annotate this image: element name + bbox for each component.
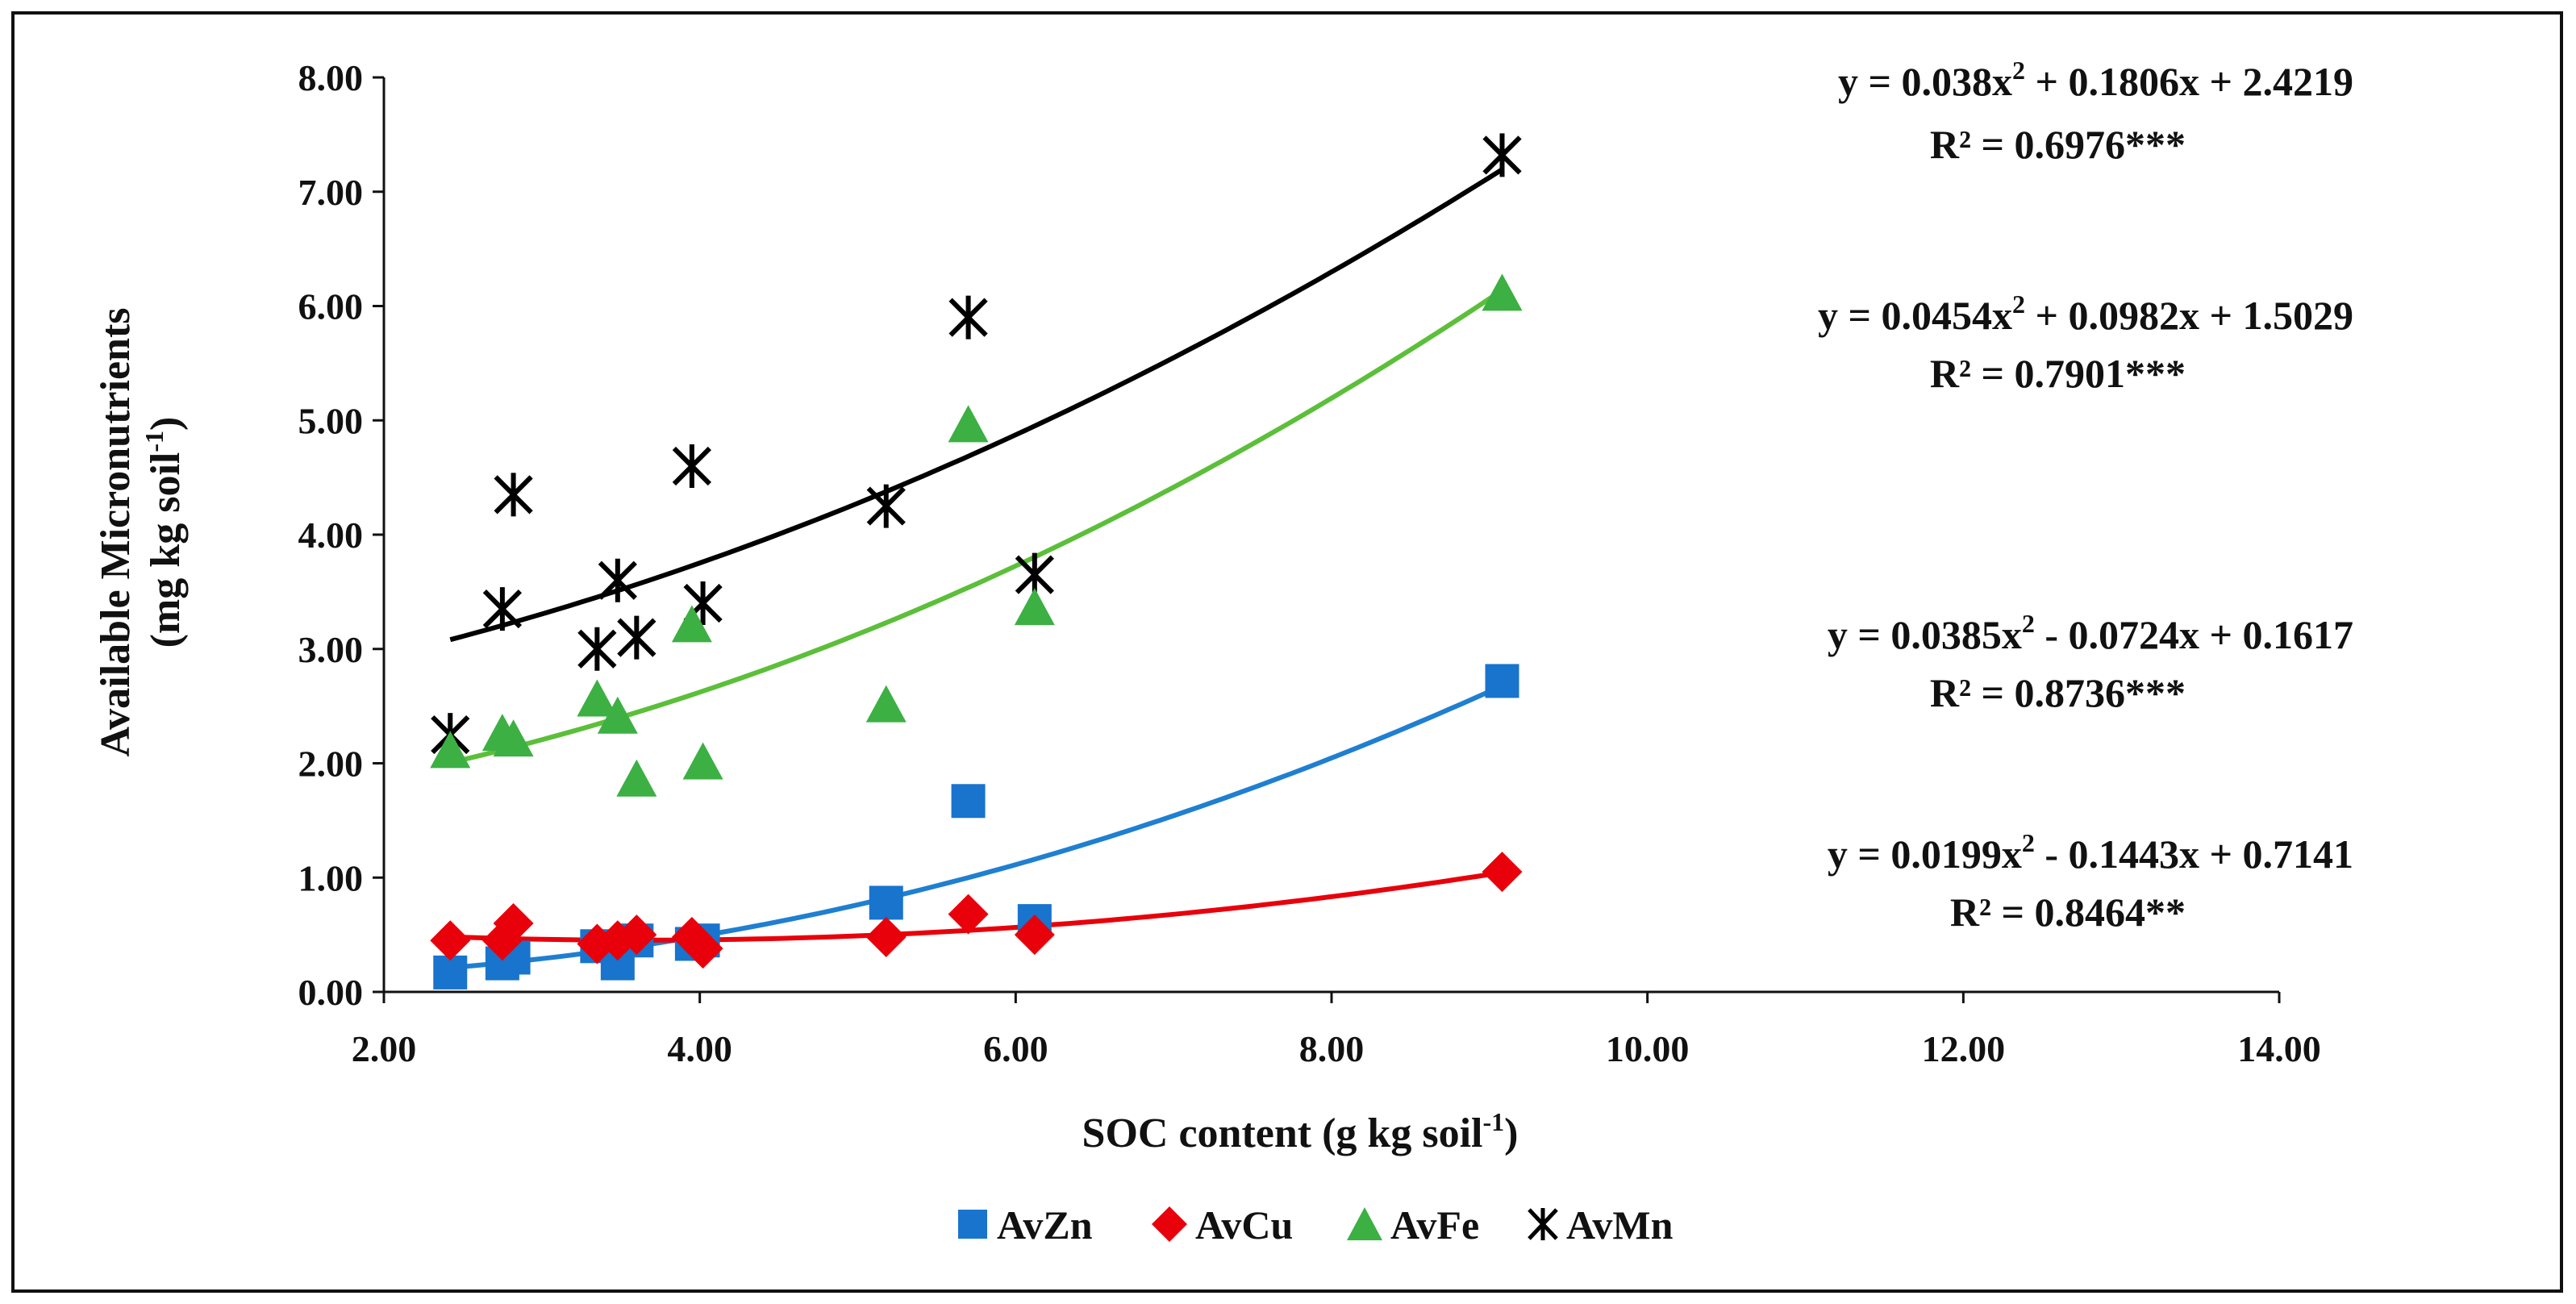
data-points (430, 133, 1523, 989)
point-avzn (951, 784, 986, 819)
legend-marker-fe (1347, 1207, 1382, 1240)
point-avmn (617, 615, 657, 660)
legend-label-fe: AvFe (1390, 1202, 1479, 1248)
point-avfe (493, 719, 534, 757)
point-avcu (430, 920, 471, 961)
point-avmn (494, 473, 533, 517)
point-avcu (1014, 914, 1055, 956)
y-tick-label: 3.00 (298, 629, 364, 670)
point-avfe (1482, 273, 1523, 311)
point-avcu (948, 894, 989, 935)
svg-text:y = 0.0454x2 + 0.0982x + 1.502: y = 0.0454x2 + 0.0982x + 1.5029 (1818, 290, 2353, 338)
point-avfe (616, 759, 657, 797)
axes: 0.00 1.00 2.00 3.00 4.00 5.00 6.00 7.00 8.00 2.00… (298, 57, 2321, 1069)
y-tick-label: 0.00 (298, 972, 364, 1013)
y-axis-label-units: (mg kg soil-1) (140, 417, 189, 648)
x-tick-label: 8.00 (1299, 1028, 1365, 1069)
point-avzn (869, 885, 903, 920)
svg-text:y = 0.0199x2 - 0.1443x + 0.714: y = 0.0199x2 - 0.1443x + 0.7141 (1828, 828, 2353, 877)
x-tick-label: 6.00 (983, 1028, 1048, 1069)
y-tick-label: 2.00 (298, 744, 364, 785)
point-avfe (948, 405, 989, 443)
legend-marker-cu (1152, 1206, 1187, 1242)
svg-text:R² = 0.7901***: R² = 0.7901*** (1930, 351, 2186, 396)
point-avfe (671, 605, 712, 643)
point-avfe (597, 696, 638, 734)
point-avfe (577, 679, 618, 717)
legend-marker-mn (1528, 1208, 1558, 1240)
x-tick-label: 2.00 (352, 1028, 417, 1069)
y-tick-label: 1.00 (298, 857, 364, 898)
x-tick-label: 10.00 (1606, 1028, 1690, 1069)
point-avcu (493, 902, 534, 944)
svg-text:y = 0.0385x2 - 0.0724x + 0.161: y = 0.0385x2 - 0.0724x + 0.1617 (1828, 609, 2353, 657)
svg-text:R² = 0.8464**: R² = 0.8464** (1950, 889, 2186, 935)
x-axis-label: SOC content (g kg soil-1) (1082, 1107, 1519, 1156)
point-avmn (672, 444, 711, 488)
y-tick-label: 7.00 (298, 172, 364, 213)
point-avmn (577, 627, 617, 671)
x-tick-label: 4.00 (667, 1028, 732, 1069)
x-tick-label: 12.00 (1922, 1028, 2006, 1069)
y-tick-label: 4.00 (298, 515, 364, 556)
equation-mn: y = 0.038x2 + 0.1806x + 2.4219 R² = 0.69… (1838, 56, 2353, 167)
equation-cu: y = 0.0199x2 - 0.1443x + 0.7141 R² = 0.8… (1828, 828, 2353, 935)
svg-text:y = 0.038x2 + 0.1806x + 2.4219: y = 0.038x2 + 0.1806x + 2.4219 (1838, 56, 2353, 104)
legend-label-zn: AvZn (997, 1202, 1093, 1248)
point-avmn (482, 587, 522, 631)
legend-marker-zn (958, 1210, 987, 1239)
point-avcu (682, 928, 723, 969)
trend-line-avfe (449, 288, 1504, 765)
legend-label-mn: AvMn (1566, 1202, 1674, 1248)
point-avfe (430, 731, 471, 769)
equation-zn: y = 0.0385x2 - 0.0724x + 0.1617 R² = 0.8… (1828, 609, 2353, 715)
svg-text:R² = 0.6976***: R² = 0.6976*** (1930, 122, 2186, 167)
point-avmn (866, 484, 906, 528)
point-avfe (865, 685, 907, 723)
point-avcu (865, 916, 907, 957)
point-avzn (1485, 664, 1519, 698)
y-tick-label: 6.00 (298, 286, 364, 327)
legend-label-cu: AvCu (1195, 1202, 1293, 1248)
legend: AvZn AvCu AvFe AvMn (958, 1202, 1674, 1248)
y-axis-label: Available Micronutrients (93, 307, 139, 756)
y-tick-label: 5.00 (298, 400, 364, 441)
y-tick-label: 8.00 (298, 57, 364, 98)
point-avfe (682, 742, 723, 780)
point-avmn (948, 295, 988, 340)
equation-fe: y = 0.0454x2 + 0.0982x + 1.5029 R² = 0.7… (1818, 290, 2353, 396)
point-avmn (598, 558, 637, 602)
svg-text:R² = 0.8736***: R² = 0.8736*** (1930, 670, 2186, 715)
point-avcu (616, 914, 657, 956)
point-avfe (1014, 588, 1055, 626)
x-tick-label: 14.00 (2237, 1028, 2321, 1069)
point-avmn (1482, 133, 1522, 177)
point-avcu (1482, 852, 1523, 893)
point-avzn (433, 955, 468, 989)
chart-frame (11, 11, 2563, 1293)
